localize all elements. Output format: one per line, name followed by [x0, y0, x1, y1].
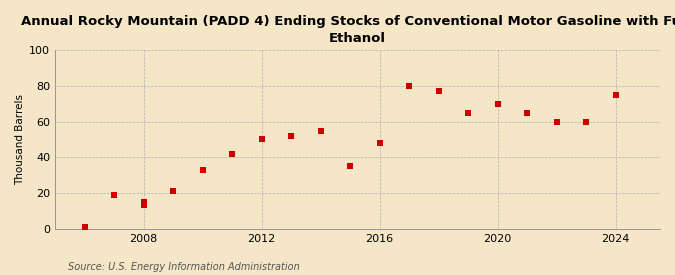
Point: [79, 225, 90, 229]
Point: [610, 93, 621, 97]
Title: Annual Rocky Mountain (PADD 4) Ending Stocks of Conventional Motor Gasoline with: Annual Rocky Mountain (PADD 4) Ending St…: [21, 15, 675, 45]
Point: [374, 141, 385, 145]
Point: [227, 152, 238, 156]
Y-axis label: Thousand Barrels: Thousand Barrels: [15, 94, 25, 185]
Point: [492, 102, 503, 106]
Point: [404, 84, 414, 88]
Point: [463, 111, 474, 115]
Point: [286, 134, 296, 138]
Point: [551, 119, 562, 124]
Point: [109, 192, 119, 197]
Point: [345, 164, 356, 168]
Point: [167, 189, 178, 193]
Point: [580, 119, 591, 124]
Point: [433, 89, 444, 94]
Text: Source: U.S. Energy Information Administration: Source: U.S. Energy Information Administ…: [68, 262, 299, 272]
Point: [138, 203, 149, 208]
Point: [256, 137, 267, 142]
Point: [138, 200, 149, 204]
Point: [522, 111, 533, 115]
Point: [315, 128, 326, 133]
Point: [197, 167, 208, 172]
